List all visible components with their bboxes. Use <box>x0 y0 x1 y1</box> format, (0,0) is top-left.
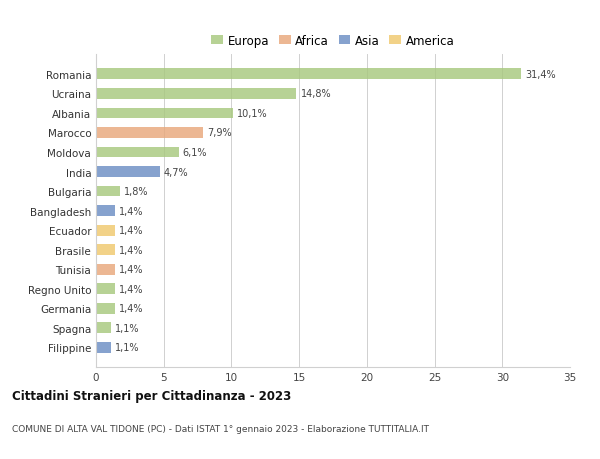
Bar <box>96 323 111 334</box>
Text: 31,4%: 31,4% <box>526 70 556 79</box>
Text: 1,4%: 1,4% <box>119 265 143 274</box>
Bar <box>96 342 111 353</box>
Bar <box>96 303 115 314</box>
Text: 10,1%: 10,1% <box>237 109 268 118</box>
Bar <box>96 69 521 80</box>
Text: 7,9%: 7,9% <box>207 128 232 138</box>
Text: 1,4%: 1,4% <box>119 284 143 294</box>
Text: Cittadini Stranieri per Cittadinanza - 2023: Cittadini Stranieri per Cittadinanza - 2… <box>12 389 291 403</box>
Text: 1,4%: 1,4% <box>119 304 143 313</box>
Text: COMUNE DI ALTA VAL TIDONE (PC) - Dati ISTAT 1° gennaio 2023 - Elaborazione TUTTI: COMUNE DI ALTA VAL TIDONE (PC) - Dati IS… <box>12 425 429 433</box>
Bar <box>96 264 115 275</box>
Bar <box>96 206 115 217</box>
Text: 1,4%: 1,4% <box>119 206 143 216</box>
Bar <box>96 186 121 197</box>
Text: 14,8%: 14,8% <box>301 89 331 99</box>
Legend: Europa, Africa, Asia, America: Europa, Africa, Asia, America <box>206 30 460 52</box>
Bar <box>96 89 296 100</box>
Text: 1,1%: 1,1% <box>115 343 139 353</box>
Bar <box>96 108 233 119</box>
Bar <box>96 147 179 158</box>
Bar <box>96 284 115 295</box>
Text: 4,7%: 4,7% <box>164 167 188 177</box>
Bar <box>96 245 115 256</box>
Text: 6,1%: 6,1% <box>182 148 207 157</box>
Bar <box>96 167 160 178</box>
Bar <box>96 128 203 139</box>
Text: 1,4%: 1,4% <box>119 226 143 235</box>
Text: 1,8%: 1,8% <box>124 187 149 196</box>
Bar <box>96 225 115 236</box>
Text: 1,4%: 1,4% <box>119 245 143 255</box>
Text: 1,1%: 1,1% <box>115 323 139 333</box>
